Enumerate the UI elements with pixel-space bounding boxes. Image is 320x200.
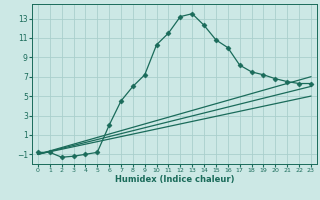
X-axis label: Humidex (Indice chaleur): Humidex (Indice chaleur) xyxy=(115,175,234,184)
